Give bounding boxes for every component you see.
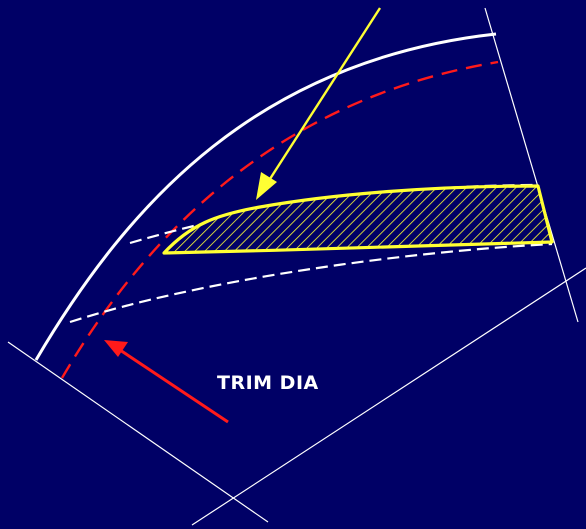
red-pointer-arrowhead — [104, 340, 128, 357]
trim-dia-label: TRIM DIA — [217, 372, 319, 394]
vane-outline-lower-dashed — [69, 242, 553, 324]
left-construction-line — [7, 341, 269, 523]
yellow-pointer-arrow-shaft — [266, 7, 382, 183]
yellow-pointer-arrowhead — [256, 172, 277, 200]
bottom-construction-line — [191, 267, 586, 526]
outer-diameter-curve — [34, 32, 497, 361]
red-pointer-arrow-shaft — [119, 348, 229, 424]
right-construction-line — [484, 7, 579, 323]
trimmed-blade-hatched-section — [162, 184, 554, 255]
